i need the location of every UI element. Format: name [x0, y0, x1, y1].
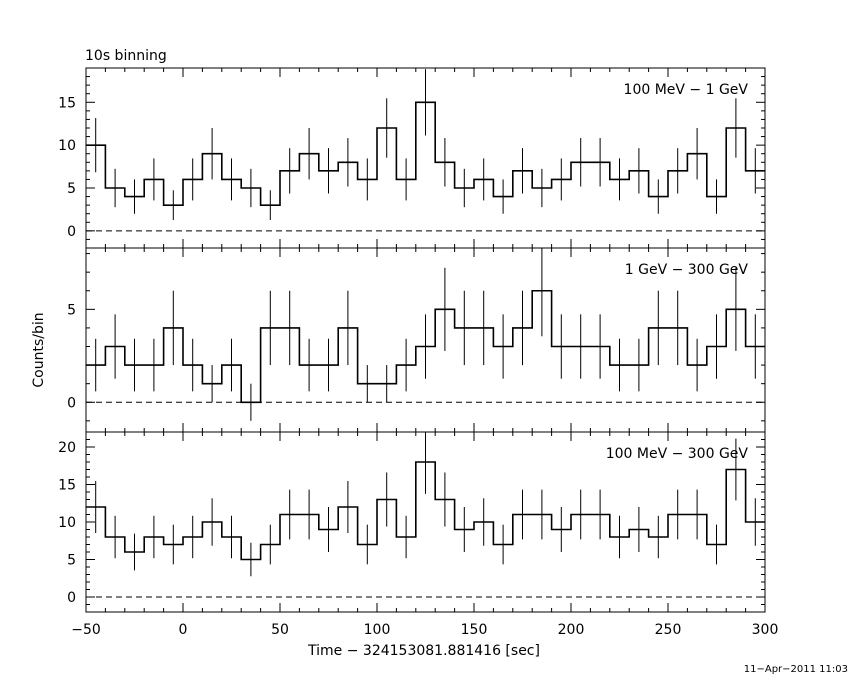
chart-title: 10s binning [85, 48, 167, 64]
x-tick-label: 100 [364, 622, 391, 638]
x-tick-label: 250 [655, 622, 682, 638]
y-tick-label: 10 [58, 138, 76, 154]
x-axis-label: Time − 324153081.881416 [sec] [307, 643, 540, 659]
histogram-line [86, 101, 765, 206]
y-tick-label: 5 [67, 553, 76, 569]
x-tick-label: 200 [558, 622, 585, 638]
y-tick-label: 20 [58, 440, 76, 456]
panel-label: 1 GeV − 300 GeV [625, 262, 749, 278]
x-tick-label: 50 [271, 622, 289, 638]
y-axis-label: Counts/bin [31, 312, 47, 387]
y-tick-label: 5 [67, 181, 76, 197]
histogram-line [86, 289, 765, 404]
x-tick-label: 0 [179, 622, 188, 638]
timestamp-label: 11−Apr−2011 11:03 [744, 664, 848, 675]
panel-label: 100 MeV − 300 GeV [606, 446, 749, 462]
x-tick-label: −50 [71, 622, 101, 638]
y-tick-label: 0 [67, 590, 76, 606]
panel-2: 0 5 1 GeV − 300 GeV [67, 247, 766, 433]
panel-1: 0 5 10 15 100 MeV − 1 GeV [58, 67, 766, 249]
x-tick-label: 150 [461, 622, 488, 638]
y-tick-label: 15 [58, 478, 76, 494]
y-tick-label: 15 [58, 95, 76, 111]
y-tick-label: 0 [67, 224, 76, 240]
histogram-line [86, 461, 765, 561]
panel-3: 0 5 10 15 20 100 MeV − 300 GeV [58, 431, 766, 613]
x-tick-label: 300 [752, 622, 779, 638]
y-tick-label: 0 [67, 395, 76, 411]
panels-group: 0 5 10 15 100 MeV − 1 GeV 0 5 1 GeV − 300 GeV 0 5… [58, 67, 779, 638]
panel-label: 100 MeV − 1 GeV [624, 82, 749, 98]
y-tick-label: 10 [58, 515, 76, 531]
y-tick-label: 5 [67, 302, 76, 318]
